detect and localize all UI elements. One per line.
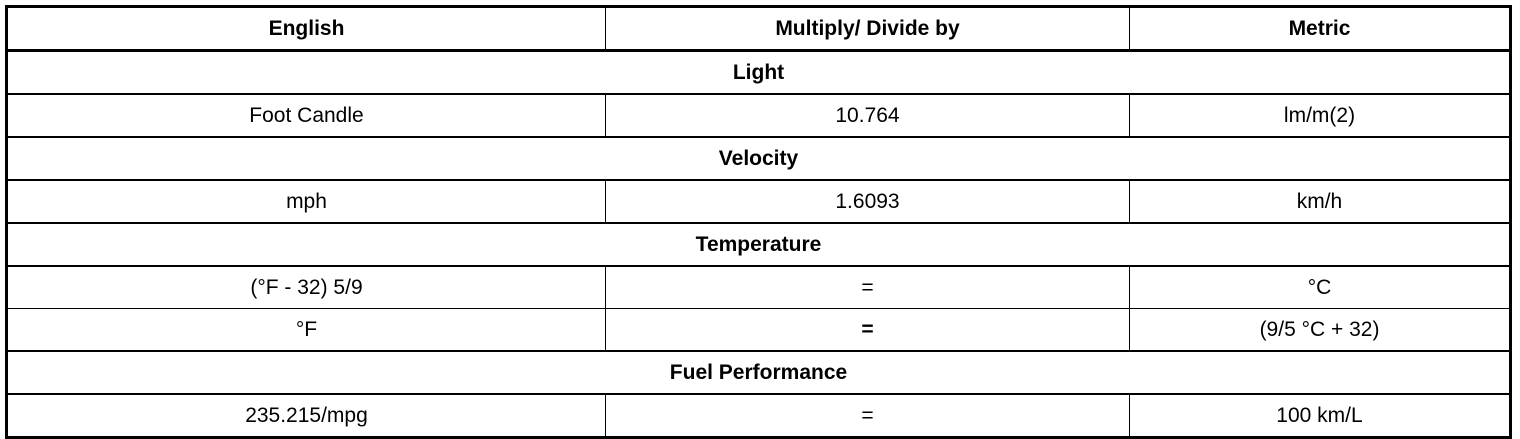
metric-cell: (9/5 °C + 32) bbox=[1129, 308, 1511, 352]
section-row-temperature: Temperature bbox=[6, 222, 1511, 267]
section-row-fuel-performance: Fuel Performance bbox=[6, 350, 1511, 395]
factor-cell: = bbox=[605, 393, 1130, 438]
conversion-table: English Multiply/ Divide by Metric Light… bbox=[5, 5, 1512, 439]
table-row: 235.215/mpg = 100 km/L bbox=[6, 393, 1511, 438]
section-title: Light bbox=[6, 49, 1511, 95]
metric-cell: 100 km/L bbox=[1129, 393, 1511, 438]
table-row: (°F - 32) 5/9 = °C bbox=[6, 265, 1511, 309]
section-title: Temperature bbox=[6, 222, 1511, 267]
factor-cell: 1.6093 bbox=[605, 179, 1130, 224]
english-cell: 235.215/mpg bbox=[6, 393, 606, 438]
english-cell: mph bbox=[6, 179, 606, 224]
factor-cell: = bbox=[605, 265, 1130, 309]
table-row: Foot Candle 10.764 lm/m(2) bbox=[6, 93, 1511, 138]
english-cell: (°F - 32) 5/9 bbox=[6, 265, 606, 309]
table-row: mph 1.6093 km/h bbox=[6, 179, 1511, 224]
factor-cell: = bbox=[605, 308, 1130, 352]
header-row: English Multiply/ Divide by Metric bbox=[6, 6, 1511, 52]
metric-cell: °C bbox=[1129, 265, 1511, 309]
header-factor: Multiply/ Divide by bbox=[605, 6, 1130, 52]
factor-cell: 10.764 bbox=[605, 93, 1130, 138]
header-english: English bbox=[6, 6, 606, 52]
section-row-light: Light bbox=[6, 49, 1511, 95]
section-title: Velocity bbox=[6, 136, 1511, 181]
english-cell: °F bbox=[6, 308, 606, 352]
section-title: Fuel Performance bbox=[6, 350, 1511, 395]
metric-cell: km/h bbox=[1129, 179, 1511, 224]
section-row-velocity: Velocity bbox=[6, 136, 1511, 181]
header-metric: Metric bbox=[1129, 6, 1511, 52]
table-row: °F = (9/5 °C + 32) bbox=[6, 308, 1511, 352]
metric-cell: lm/m(2) bbox=[1129, 93, 1511, 138]
english-cell: Foot Candle bbox=[6, 93, 606, 138]
